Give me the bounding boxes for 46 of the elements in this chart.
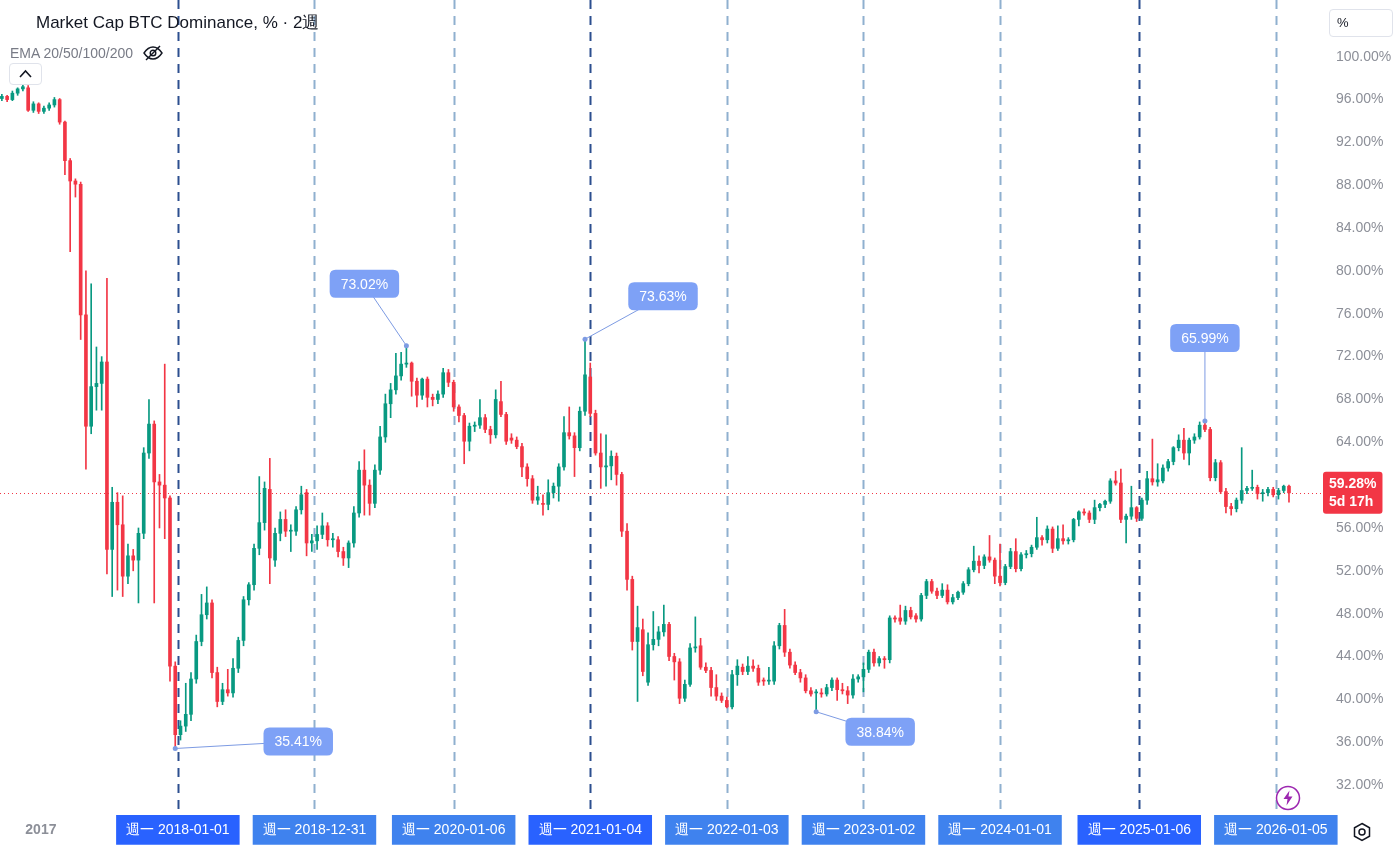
candlestick (331, 533, 335, 548)
candlestick (567, 406, 572, 440)
annotation: 73.02% (340, 275, 389, 292)
x-tick-label: 週一 2018-01-01 (126, 821, 230, 838)
y-tick-label: 32.00% (1336, 775, 1384, 792)
y-tick-label: 48.00% (1336, 604, 1384, 621)
x-tick-label: 週一 2021-01-04 (538, 821, 643, 838)
candlestick (225, 669, 230, 697)
y-tick-label: 96.00% (1336, 90, 1384, 107)
ref-line-label: 59.28% 5d 17h (1329, 474, 1378, 509)
candlestick (1124, 513, 1128, 544)
y-tick-label: 88.00% (1336, 176, 1384, 193)
x-tick-label: 週一 2022-01-03 (675, 821, 779, 838)
candlestick (1061, 524, 1065, 545)
candlestick (131, 549, 136, 572)
y-tick-label: 100.00% (1336, 47, 1392, 64)
x-tick-label: 週一 2024-01-01 (948, 821, 1052, 838)
y-tick-label: 68.00% (1336, 390, 1384, 407)
y-tick-label: 40.00% (1336, 690, 1384, 707)
y-tick-label: 76.00% (1336, 304, 1384, 321)
candlestick (541, 494, 545, 516)
percent-button: % (1329, 9, 1393, 37)
candlestick (598, 433, 603, 489)
text: EMA 20/50/100/200 (10, 44, 133, 62)
y-tick-label: 44.00% (1336, 647, 1384, 664)
y-axis-title: % (1337, 14, 1349, 32)
y-tick-label: 36.00% (1336, 733, 1384, 750)
annotation: 38.84% (856, 723, 904, 740)
x-tick-label: 週一 2026-01-05 (1224, 821, 1328, 838)
y-tick-label: 92.00% (1336, 133, 1384, 150)
x-tick-label: 週一 2020-01-06 (401, 821, 506, 838)
candlestick (751, 659, 755, 672)
y-tick-label: 64.00% (1336, 433, 1384, 450)
y-tick-label: 80.00% (1336, 261, 1384, 278)
y-tick-label: 52.00% (1336, 561, 1384, 578)
annotation: 73.63% (639, 288, 687, 305)
x-tick-label: 週一 2018-12-31 (262, 821, 367, 838)
annotation: 65.99% (1181, 329, 1229, 346)
y-tick-label: 56.00% (1336, 518, 1384, 535)
x-tick-label: 2017 (25, 821, 57, 838)
y-tick-label: 84.00% (1336, 218, 1384, 235)
annotation: 35.41% (274, 733, 322, 750)
x-tick-label: 週一 2023-01-02 (811, 821, 916, 838)
y-tick-label: 72.00% (1336, 347, 1384, 364)
x-tick-label: 週一 2025-01-06 (1087, 821, 1192, 838)
text: Market Cap BTC Dominance, % · 2週 (36, 13, 320, 33)
